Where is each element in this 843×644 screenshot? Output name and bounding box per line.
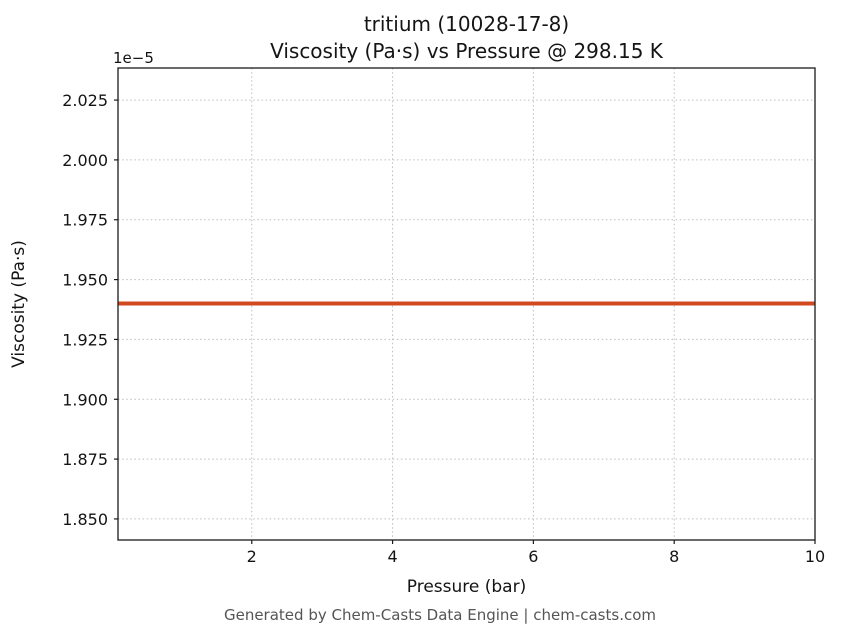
y-tick-label: 1.875 — [62, 450, 108, 469]
y-tick-label: 1.925 — [62, 330, 108, 349]
y-tick-label: 1.975 — [62, 211, 108, 230]
chart-title-line1: tritium (10028-17-8) — [363, 12, 570, 36]
x-tick-label: 10 — [805, 547, 825, 566]
y-tick-label: 1.900 — [62, 390, 108, 409]
x-tick-label: 8 — [669, 547, 679, 566]
y-axis-label: Viscosity (Pa·s) — [9, 240, 29, 368]
x-tick-label: 6 — [528, 547, 538, 566]
y-tick-label: 1.850 — [62, 510, 108, 529]
chart-title: tritium (10028-17-8) Viscosity (Pa·s) vs… — [118, 11, 815, 65]
y-tick-label: 2.000 — [62, 151, 108, 170]
chart-title-line2: Viscosity (Pa·s) vs Pressure @ 298.15 K — [270, 39, 663, 63]
x-tick-label: 2 — [247, 547, 257, 566]
y-tick-label: 2.025 — [62, 91, 108, 110]
x-tick-label: 4 — [387, 547, 397, 566]
y-tick-label: 1.950 — [62, 271, 108, 290]
x-axis-label: Pressure (bar) — [407, 577, 526, 597]
plot-border — [117, 67, 816, 541]
y-offset-label: 1e−5 — [113, 49, 154, 67]
footer-credit: Generated by Chem-Casts Data Engine | ch… — [223, 606, 657, 624]
